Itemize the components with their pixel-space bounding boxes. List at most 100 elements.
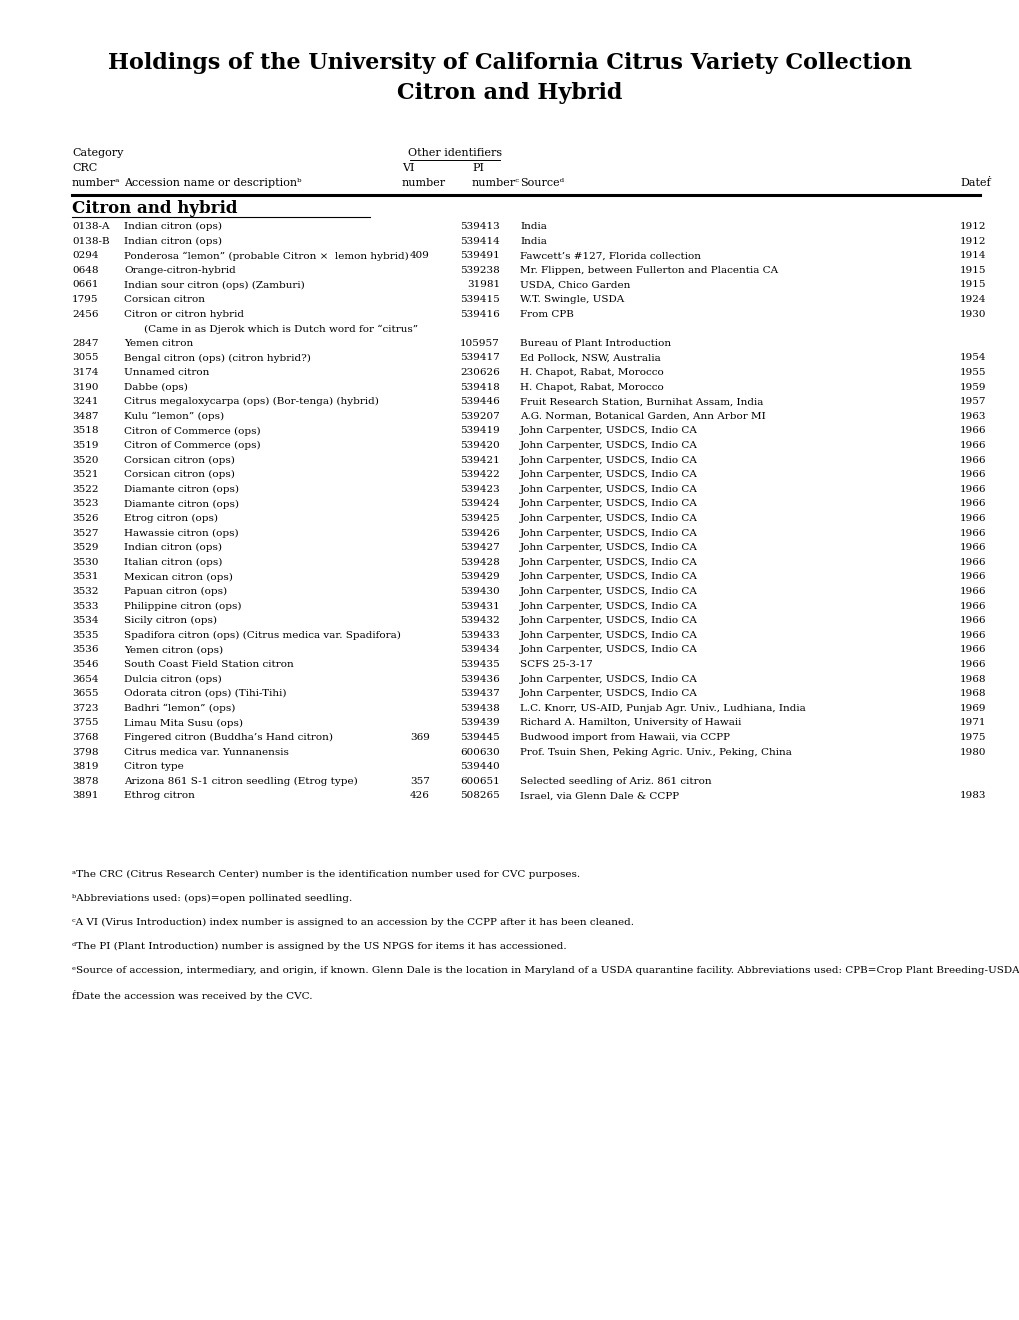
Text: 3518: 3518 bbox=[72, 426, 99, 436]
Text: 3519: 3519 bbox=[72, 441, 99, 450]
Text: 1971: 1971 bbox=[959, 718, 985, 727]
Text: John Carpenter, USDCS, Indio CA: John Carpenter, USDCS, Indio CA bbox=[520, 499, 697, 508]
Text: 539424: 539424 bbox=[460, 499, 499, 508]
Text: 1930: 1930 bbox=[959, 310, 985, 318]
Text: 1966: 1966 bbox=[959, 528, 985, 537]
Text: Italian citron (ops): Italian citron (ops) bbox=[124, 558, 222, 566]
Text: Limau Mita Susu (ops): Limau Mita Susu (ops) bbox=[124, 718, 243, 727]
Text: Unnamed citron: Unnamed citron bbox=[124, 368, 209, 378]
Text: 1959: 1959 bbox=[959, 383, 985, 392]
Text: 539413: 539413 bbox=[460, 222, 499, 231]
Text: Dateḟ: Dateḟ bbox=[959, 178, 989, 187]
Text: 539432: 539432 bbox=[460, 616, 499, 626]
Text: 0294: 0294 bbox=[72, 251, 99, 260]
Text: Etrog citron (ops): Etrog citron (ops) bbox=[124, 513, 218, 523]
Text: H. Chapot, Rabat, Morocco: H. Chapot, Rabat, Morocco bbox=[520, 368, 663, 378]
Text: John Carpenter, USDCS, Indio CA: John Carpenter, USDCS, Indio CA bbox=[520, 484, 697, 494]
Text: John Carpenter, USDCS, Indio CA: John Carpenter, USDCS, Indio CA bbox=[520, 455, 697, 465]
Text: 539428: 539428 bbox=[460, 558, 499, 566]
Text: 1957: 1957 bbox=[959, 397, 985, 407]
Text: Richard A. Hamilton, University of Hawaii: Richard A. Hamilton, University of Hawai… bbox=[520, 718, 741, 727]
Text: 1983: 1983 bbox=[959, 792, 985, 800]
Text: 3529: 3529 bbox=[72, 544, 99, 552]
Text: Hawassie citron (ops): Hawassie citron (ops) bbox=[124, 528, 238, 537]
Text: Citron of Commerce (ops): Citron of Commerce (ops) bbox=[124, 426, 261, 436]
Text: John Carpenter, USDCS, Indio CA: John Carpenter, USDCS, Indio CA bbox=[520, 573, 697, 581]
Text: John Carpenter, USDCS, Indio CA: John Carpenter, USDCS, Indio CA bbox=[520, 470, 697, 479]
Text: 539418: 539418 bbox=[460, 383, 499, 392]
Text: 1915: 1915 bbox=[959, 280, 985, 289]
Text: Israel, via Glenn Dale & CCPP: Israel, via Glenn Dale & CCPP bbox=[520, 792, 679, 800]
Text: 3534: 3534 bbox=[72, 616, 99, 626]
Text: Indian citron (ops): Indian citron (ops) bbox=[124, 544, 222, 552]
Text: 0138-A: 0138-A bbox=[72, 222, 109, 231]
Text: 1980: 1980 bbox=[959, 747, 985, 756]
Text: Mr. Flippen, between Fullerton and Placentia CA: Mr. Flippen, between Fullerton and Place… bbox=[520, 265, 777, 275]
Text: 539437: 539437 bbox=[460, 689, 499, 698]
Text: John Carpenter, USDCS, Indio CA: John Carpenter, USDCS, Indio CA bbox=[520, 513, 697, 523]
Text: 3526: 3526 bbox=[72, 513, 99, 523]
Text: 3530: 3530 bbox=[72, 558, 99, 566]
Text: Odorata citron (ops) (Tihi-Tihi): Odorata citron (ops) (Tihi-Tihi) bbox=[124, 689, 286, 698]
Text: Bureau of Plant Introduction: Bureau of Plant Introduction bbox=[520, 339, 671, 347]
Text: 539436: 539436 bbox=[460, 675, 499, 684]
Text: 1966: 1966 bbox=[959, 587, 985, 597]
Text: 1968: 1968 bbox=[959, 675, 985, 684]
Text: 3487: 3487 bbox=[72, 412, 99, 421]
Text: Selected seedling of Ariz. 861 citron: Selected seedling of Ariz. 861 citron bbox=[520, 776, 711, 785]
Text: 539420: 539420 bbox=[460, 441, 499, 450]
Text: 1966: 1966 bbox=[959, 631, 985, 640]
Text: 1795: 1795 bbox=[72, 294, 99, 304]
Text: 539438: 539438 bbox=[460, 704, 499, 713]
Text: numberᶜ: numberᶜ bbox=[472, 178, 520, 187]
Text: ᵉSource of accession, intermediary, and origin, if known. Glenn Dale is the loca: ᵉSource of accession, intermediary, and … bbox=[72, 966, 1019, 975]
Text: 3536: 3536 bbox=[72, 645, 99, 655]
Text: Badhri “lemon” (ops): Badhri “lemon” (ops) bbox=[124, 704, 235, 713]
Text: 539446: 539446 bbox=[460, 397, 499, 407]
Text: 1966: 1966 bbox=[959, 602, 985, 611]
Text: 1968: 1968 bbox=[959, 689, 985, 698]
Text: 1924: 1924 bbox=[959, 294, 985, 304]
Text: ḟDate the accession was received by the CVC.: ḟDate the accession was received by the … bbox=[72, 990, 312, 1001]
Text: A.G. Norman, Botanical Garden, Ann Arbor MI: A.G. Norman, Botanical Garden, Ann Arbor… bbox=[520, 412, 765, 421]
Text: India: India bbox=[520, 236, 546, 246]
Text: 3523: 3523 bbox=[72, 499, 99, 508]
Text: John Carpenter, USDCS, Indio CA: John Carpenter, USDCS, Indio CA bbox=[520, 602, 697, 611]
Text: 426: 426 bbox=[410, 792, 430, 800]
Text: Category: Category bbox=[72, 148, 123, 158]
Text: Dabbe (ops): Dabbe (ops) bbox=[124, 383, 187, 392]
Text: ᵃThe CRC (Citrus Research Center) number is the identification number used for C: ᵃThe CRC (Citrus Research Center) number… bbox=[72, 870, 580, 879]
Text: Accession name or descriptionᵇ: Accession name or descriptionᵇ bbox=[124, 178, 302, 187]
Text: From CPB: From CPB bbox=[520, 310, 574, 318]
Text: 3655: 3655 bbox=[72, 689, 99, 698]
Text: 1969: 1969 bbox=[959, 704, 985, 713]
Text: ᶜA VI (Virus Introduction) index number is assigned to an accession by the CCPP : ᶜA VI (Virus Introduction) index number … bbox=[72, 917, 634, 927]
Text: 539422: 539422 bbox=[460, 470, 499, 479]
Text: 1912: 1912 bbox=[959, 222, 985, 231]
Text: Corsican citron (ops): Corsican citron (ops) bbox=[124, 470, 234, 479]
Text: 0138-B: 0138-B bbox=[72, 236, 109, 246]
Text: Bengal citron (ops) (citron hybrid?): Bengal citron (ops) (citron hybrid?) bbox=[124, 354, 311, 363]
Text: 1963: 1963 bbox=[959, 412, 985, 421]
Text: 539238: 539238 bbox=[460, 265, 499, 275]
Text: 1966: 1966 bbox=[959, 499, 985, 508]
Text: 539431: 539431 bbox=[460, 602, 499, 611]
Text: Corsican citron (ops): Corsican citron (ops) bbox=[124, 455, 234, 465]
Text: 3723: 3723 bbox=[72, 704, 99, 713]
Text: 3521: 3521 bbox=[72, 470, 99, 479]
Text: 508265: 508265 bbox=[460, 792, 499, 800]
Text: John Carpenter, USDCS, Indio CA: John Carpenter, USDCS, Indio CA bbox=[520, 675, 697, 684]
Text: Sourceᵈ: Sourceᵈ bbox=[520, 178, 564, 187]
Text: John Carpenter, USDCS, Indio CA: John Carpenter, USDCS, Indio CA bbox=[520, 558, 697, 566]
Text: 3055: 3055 bbox=[72, 354, 99, 363]
Text: 1966: 1966 bbox=[959, 470, 985, 479]
Text: 1966: 1966 bbox=[959, 544, 985, 552]
Text: 1966: 1966 bbox=[959, 616, 985, 626]
Text: Corsican citron: Corsican citron bbox=[124, 294, 205, 304]
Text: 600630: 600630 bbox=[460, 747, 499, 756]
Text: 105957: 105957 bbox=[460, 339, 499, 347]
Text: 1955: 1955 bbox=[959, 368, 985, 378]
Text: Orange-citron-hybrid: Orange-citron-hybrid bbox=[124, 265, 235, 275]
Text: 1966: 1966 bbox=[959, 645, 985, 655]
Text: 3768: 3768 bbox=[72, 733, 99, 742]
